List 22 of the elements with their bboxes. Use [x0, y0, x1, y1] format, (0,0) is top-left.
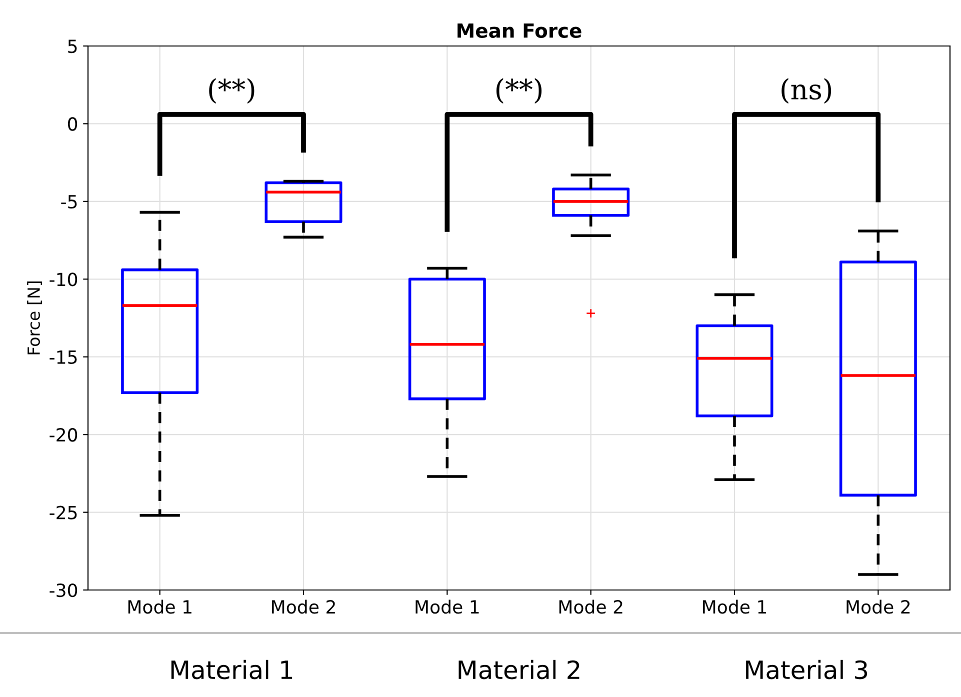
- x-tick-label: Mode 2: [272, 600, 335, 614]
- x-tick-label: Mode 1: [128, 600, 192, 614]
- y-axis-title: Force [N]: [27, 282, 42, 354]
- x-tick-label: Mode 1: [703, 600, 766, 614]
- y-tick-label: -10: [50, 272, 78, 286]
- y-tick-label: 5: [68, 40, 77, 54]
- y-tick-label: -25: [50, 506, 77, 520]
- text: Material 3: [746, 660, 868, 680]
- y-tick-label: -20: [50, 428, 78, 442]
- text: Material 1: [171, 660, 292, 680]
- annotation: (**): [496, 78, 542, 104]
- y-tick-label: -30: [50, 583, 78, 598]
- x-tick-label: Mode 2: [846, 600, 910, 614]
- x-tick-label: Mode 2: [559, 600, 622, 614]
- annotation: (**): [209, 78, 254, 104]
- chart-title: Mean Force: [458, 23, 582, 38]
- annotation: (ns): [782, 78, 832, 104]
- x-tick-label: Mode 1: [416, 600, 479, 614]
- y-tick-label: 0: [68, 117, 78, 131]
- y-tick-label: -15: [50, 350, 77, 364]
- text: Material 2: [458, 660, 580, 680]
- y-tick-label: -5: [61, 195, 77, 209]
